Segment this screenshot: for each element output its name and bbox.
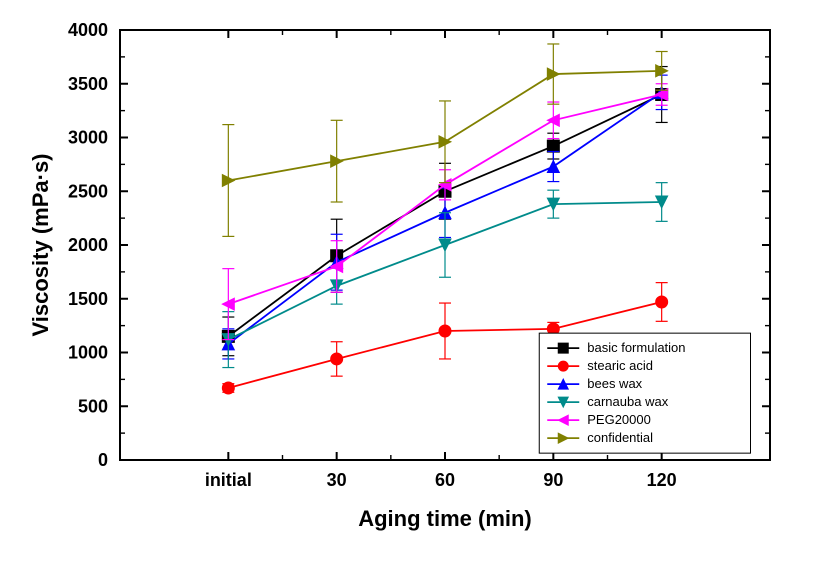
y-tick-label: 500: [78, 396, 108, 416]
circle-marker: [331, 353, 343, 365]
square-marker: [547, 140, 559, 152]
y-tick-label: 1000: [68, 343, 108, 363]
legend-label: PEG20000: [587, 412, 651, 427]
legend-label: stearic acid: [587, 358, 653, 373]
triangle-down-marker: [439, 239, 451, 251]
y-tick-label: 2000: [68, 235, 108, 255]
x-tick-label: initial: [205, 470, 252, 490]
circle-marker: [439, 325, 451, 337]
square-marker: [558, 343, 568, 353]
legend-label: carnauba wax: [587, 394, 668, 409]
x-tick-label: 30: [327, 470, 347, 490]
x-tick-label: 120: [647, 470, 677, 490]
x-tick-label: 90: [543, 470, 563, 490]
circle-marker: [558, 361, 568, 371]
triangle-up-marker: [547, 161, 559, 173]
viscosity-chart: 0 500 1000 1500 2000 2500 3000 3500 4000 initial 3…: [0, 0, 813, 569]
y-axis-label: Viscosity (mPa·s): [28, 153, 53, 336]
x-axis-label: Aging time (min): [358, 506, 532, 531]
legend: basic formulation stearic acid bees wax car…: [539, 333, 750, 453]
circle-marker: [656, 296, 668, 308]
legend-label: confidential: [587, 430, 653, 445]
y-tick-label: 1500: [68, 289, 108, 309]
y-tick-label: 3500: [68, 74, 108, 94]
chart-svg: 0 500 1000 1500 2000 2500 3000 3500 4000 initial 3…: [0, 0, 813, 569]
y-tick-label: 0: [98, 450, 108, 470]
circle-marker: [222, 382, 234, 394]
y-tick-label: 2500: [68, 181, 108, 201]
legend-label: basic formulation: [587, 340, 685, 355]
legend-label: bees wax: [587, 376, 642, 391]
x-tick-label: 60: [435, 470, 455, 490]
y-tick-label: 4000: [68, 20, 108, 40]
y-tick-label: 3000: [68, 128, 108, 148]
